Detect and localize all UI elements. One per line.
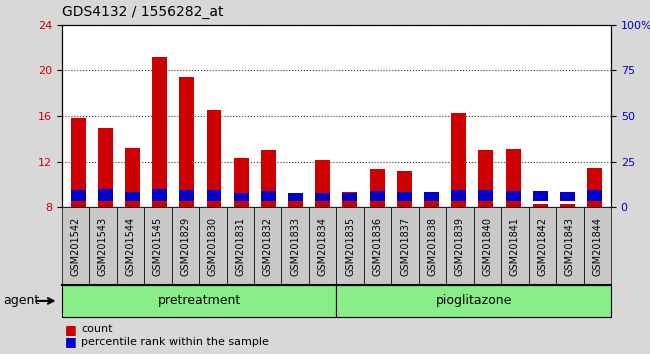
Text: agent: agent: [3, 295, 40, 307]
Bar: [98, 129, 112, 207]
Text: count: count: [81, 324, 112, 334]
Bar: [152, 57, 167, 207]
Bar: [560, 192, 575, 201]
Text: GSM201831: GSM201831: [235, 217, 245, 275]
Text: GSM201836: GSM201836: [372, 217, 383, 275]
Text: GSM201843: GSM201843: [565, 217, 575, 275]
Text: GSM201543: GSM201543: [98, 216, 108, 276]
Bar: [478, 150, 493, 207]
Bar: [125, 192, 140, 201]
Bar: [424, 192, 439, 201]
Text: GSM201542: GSM201542: [70, 216, 81, 276]
Text: GSM201840: GSM201840: [482, 217, 493, 275]
Text: GDS4132 / 1556282_at: GDS4132 / 1556282_at: [62, 5, 223, 19]
Bar: [506, 149, 521, 207]
Text: GSM201834: GSM201834: [318, 217, 328, 275]
Text: GSM201545: GSM201545: [153, 216, 163, 276]
Bar: [288, 193, 303, 201]
Text: pretreatment: pretreatment: [157, 295, 240, 307]
Bar: [261, 191, 276, 201]
Bar: [451, 190, 466, 201]
Bar: [343, 192, 358, 207]
Bar: [234, 193, 249, 201]
Bar: [152, 189, 167, 201]
Bar: [451, 113, 466, 207]
Bar: [560, 204, 575, 207]
Bar: [370, 170, 385, 207]
Bar: [207, 190, 222, 201]
Bar: [71, 190, 86, 201]
Text: GSM201842: GSM201842: [538, 216, 547, 276]
Text: GSM201829: GSM201829: [180, 216, 190, 276]
Bar: [397, 171, 412, 207]
Bar: [179, 190, 194, 201]
Text: GSM201841: GSM201841: [510, 217, 520, 275]
Text: GSM201832: GSM201832: [263, 216, 273, 276]
Bar: [587, 190, 602, 201]
Bar: [506, 191, 521, 201]
Text: GSM201544: GSM201544: [125, 216, 135, 276]
Text: GSM201838: GSM201838: [428, 217, 437, 275]
Bar: [98, 189, 112, 201]
Text: GSM201835: GSM201835: [345, 216, 355, 276]
Text: percentile rank within the sample: percentile rank within the sample: [81, 337, 269, 347]
Bar: [207, 110, 222, 207]
Bar: [343, 193, 358, 201]
Text: ■: ■: [65, 323, 77, 336]
Bar: [533, 191, 548, 201]
Bar: [71, 118, 86, 207]
Bar: [587, 169, 602, 207]
Text: GSM201837: GSM201837: [400, 216, 410, 276]
Bar: [288, 193, 303, 207]
Text: ■: ■: [65, 335, 77, 348]
Bar: [179, 77, 194, 207]
Bar: [478, 190, 493, 201]
Bar: [234, 158, 249, 207]
Text: GSM201830: GSM201830: [208, 217, 218, 275]
Bar: [261, 150, 276, 207]
Bar: [315, 193, 330, 201]
Bar: [397, 192, 412, 201]
Text: GSM201844: GSM201844: [592, 217, 603, 275]
Text: GSM201839: GSM201839: [455, 217, 465, 275]
Bar: [125, 148, 140, 207]
Bar: [315, 160, 330, 207]
Bar: [533, 204, 548, 207]
Bar: [424, 196, 439, 207]
Bar: [370, 191, 385, 201]
Text: pioglitazone: pioglitazone: [436, 295, 512, 307]
Text: GSM201833: GSM201833: [290, 217, 300, 275]
